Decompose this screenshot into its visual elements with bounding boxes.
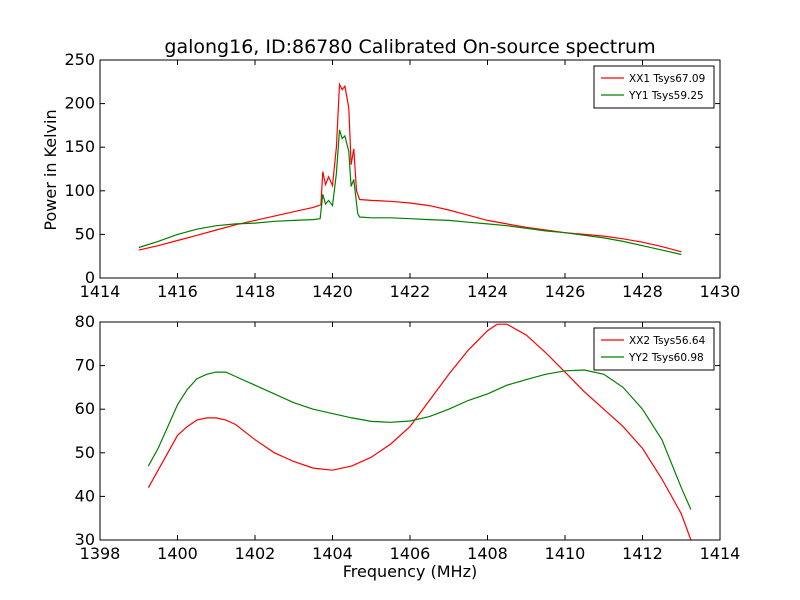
bottom-legend: XX2 Tsys56.64 YY2 Tsys60.98 — [593, 327, 715, 371]
bottom-x-tick-label: 1398 — [80, 544, 121, 563]
top-y-tick-label: 50 — [75, 224, 95, 243]
bottom-x-tick-label: 1406 — [390, 544, 431, 563]
top-series-line-2 — [138, 129, 682, 256]
top-y-tick-label: 0 — [85, 268, 95, 287]
top-legend-box — [593, 65, 715, 109]
y-axis-label: Power in Kelvin — [41, 109, 60, 230]
bottom-x-tick-label: 1410 — [545, 544, 586, 563]
top-x-tick-label: 1414 — [80, 282, 121, 301]
top-x-tick-label: 1428 — [622, 282, 663, 301]
top-x-tick-label: 1426 — [545, 282, 586, 301]
bottom-x-tick-label: 1400 — [157, 544, 198, 563]
bottom-y-tick-label: 80 — [75, 312, 95, 331]
top-x-tick-label: 1422 — [390, 282, 431, 301]
top-x-tick-label: 1418 — [235, 282, 276, 301]
bottom-legend-box — [593, 327, 715, 371]
top-y-tick-label: 150 — [64, 137, 95, 156]
top-legend: XX1 Tsys67.09 YY1 Tsys59.25 — [593, 65, 715, 109]
bottom-legend-label-2: YY2 Tsys60.98 — [628, 352, 704, 364]
bottom-y-tick-label: 60 — [75, 399, 95, 418]
bottom-y-tick-label: 30 — [75, 530, 95, 549]
bottom-y-tick-label: 50 — [75, 443, 95, 462]
top-y-tick-label: 100 — [64, 181, 95, 200]
top-x-tick-label: 1420 — [312, 282, 353, 301]
top-legend-label-2: YY1 Tsys59.25 — [628, 90, 704, 102]
bottom-x-tick-label: 1404 — [312, 544, 353, 563]
top-legend-label-1: XX1 Tsys67.09 — [629, 73, 705, 85]
top-panel: 1414 1416 1418 1420 1422 1424 1426 1428 1430 0 50 1… — [64, 50, 740, 301]
top-y-tick-label: 250 — [64, 50, 95, 69]
x-axis-label: Frequency (MHz) — [343, 562, 477, 581]
bottom-x-tick-label: 1414 — [700, 544, 741, 563]
bottom-series-group — [147, 323, 692, 540]
chart-title: galong16, ID:86780 Calibrated On-source … — [164, 36, 655, 58]
bottom-y-tick-label: 40 — [75, 486, 95, 505]
bottom-y-tick-label: 70 — [75, 356, 95, 375]
bottom-series-line-1 — [147, 323, 692, 540]
top-x-tick-label: 1416 — [157, 282, 198, 301]
bottom-x-tick-label: 1412 — [622, 544, 663, 563]
top-y-tick-label: 200 — [64, 94, 95, 113]
top-x-tick-label: 1424 — [467, 282, 508, 301]
bottom-panel: 1398 1400 1402 1404 1406 1408 1410 1412 1414 30 40… — [75, 312, 741, 563]
top-x-tick-label: 1430 — [700, 282, 741, 301]
top-series-group — [138, 82, 682, 256]
bottom-series-line-2 — [147, 369, 692, 510]
bottom-x-tick-label: 1408 — [467, 544, 508, 563]
bottom-x-tick-label: 1402 — [235, 544, 276, 563]
bottom-legend-label-1: XX2 Tsys56.64 — [629, 335, 706, 347]
